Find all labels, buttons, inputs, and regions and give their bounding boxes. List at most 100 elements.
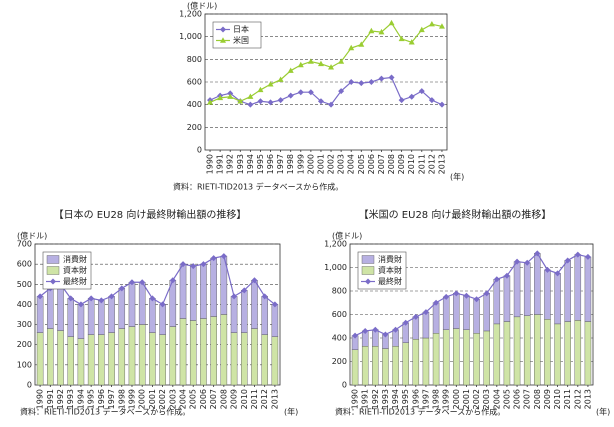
bar-segment (57, 284, 64, 331)
x-tick-label: 2006 (199, 389, 208, 409)
marker (227, 90, 234, 97)
x-tick-label: 2007 (209, 389, 218, 409)
legend-swatch (361, 255, 375, 264)
marker (328, 101, 335, 108)
bar-segment (169, 280, 177, 327)
x-tick-label: 2004 (492, 389, 501, 409)
marker (267, 81, 274, 87)
marker (190, 263, 197, 270)
marker (267, 99, 274, 106)
x-tick-label: 1997 (421, 389, 430, 409)
bar-segment (564, 260, 571, 322)
bar-segment (473, 299, 480, 334)
bar-segment (534, 253, 541, 315)
x-tick-label: 2011 (417, 154, 426, 174)
x-tick-label: 2011 (563, 389, 572, 409)
bar-segment (47, 328, 54, 386)
legend-label: 資本財 (63, 265, 87, 275)
bar-segment (210, 257, 217, 317)
x-tick-label: 2006 (367, 154, 376, 174)
marker (438, 101, 445, 108)
marker (402, 319, 409, 326)
x-tick-label: 1999 (127, 389, 136, 409)
y-tick-label: 700 (17, 240, 32, 249)
marker (261, 293, 268, 300)
x-tick-label: 2010 (407, 154, 416, 174)
marker (297, 89, 304, 96)
y-tick-label: 0 (197, 146, 202, 155)
bar-segment (77, 338, 85, 386)
marker (149, 295, 156, 302)
bar-segment (503, 321, 511, 386)
marker (231, 293, 238, 300)
x-tick-label: 1990 (351, 389, 360, 409)
x-tick-label: 2005 (502, 389, 511, 409)
bar-segment (189, 265, 197, 321)
bar-segment (584, 321, 592, 386)
marker (422, 309, 429, 316)
marker (297, 61, 304, 68)
marker (139, 279, 146, 286)
bar-segment (544, 319, 551, 386)
marker (251, 277, 258, 284)
bar-segment (210, 316, 217, 386)
bar-segment (36, 332, 44, 386)
y-axis-label: (億ドル) (17, 231, 47, 241)
bar-segment (108, 332, 115, 386)
x-tick-label: 2005 (357, 154, 366, 174)
bar-segment (261, 334, 268, 386)
marker (247, 101, 254, 108)
x-tick-label: 2002 (158, 389, 167, 409)
marker (108, 293, 115, 300)
x-tick-label: 1996 (266, 154, 275, 174)
marker (514, 258, 521, 265)
x-tick-label: 1992 (371, 389, 380, 409)
source-note: 資料：RIETI-TID2013 データベースから作成。 (20, 407, 190, 417)
bar-segment (442, 296, 450, 330)
x-tick-label: 1994 (391, 389, 400, 409)
y-tick-label: 600 (332, 310, 347, 319)
x-tick-label: 2005 (189, 389, 198, 409)
marker (237, 98, 244, 104)
y-tick-label: 100 (17, 360, 32, 369)
bar-segment (128, 326, 136, 386)
x-tick-label: 2013 (270, 389, 279, 409)
bar-segment (98, 300, 105, 335)
marker (463, 292, 470, 299)
marker (418, 26, 425, 33)
marker (564, 257, 571, 264)
bar-segment (503, 275, 511, 322)
bar-segment (564, 321, 571, 386)
bar-segment (128, 282, 136, 327)
bar-segment (584, 256, 592, 322)
marker (180, 261, 187, 268)
x-tick-label: 1995 (256, 154, 265, 174)
plot-frame (349, 243, 594, 386)
x-tick-label: 2008 (533, 389, 542, 409)
marker (220, 37, 226, 43)
bar-segment (544, 269, 551, 320)
bar-segment (159, 304, 166, 335)
bar-segment (442, 329, 450, 386)
bar-segment (118, 328, 126, 386)
y-tick-label: 200 (187, 123, 202, 132)
marker (524, 259, 531, 266)
marker (378, 28, 385, 35)
x-tick-label: 1991 (46, 389, 55, 409)
x-tick-label: 2001 (316, 154, 325, 174)
marker (88, 295, 95, 302)
plot-frame (204, 13, 448, 151)
chart-title: 【米国の EU28 向け最終財輸出額の推移】 (359, 208, 552, 221)
legend-label: 日本 (233, 24, 249, 34)
x-tick-label: 2000 (138, 389, 147, 409)
marker (368, 27, 375, 34)
x-tick-label: 2004 (347, 154, 356, 174)
x-tick-label: 1996 (97, 389, 106, 409)
x-tick-label: 1998 (117, 389, 126, 409)
x-tick-label: 1991 (361, 389, 370, 409)
bar-segment (36, 296, 44, 333)
x-tick-label: 1997 (276, 154, 285, 174)
marker (200, 261, 207, 268)
x-tick-label: 2001 (148, 389, 157, 409)
